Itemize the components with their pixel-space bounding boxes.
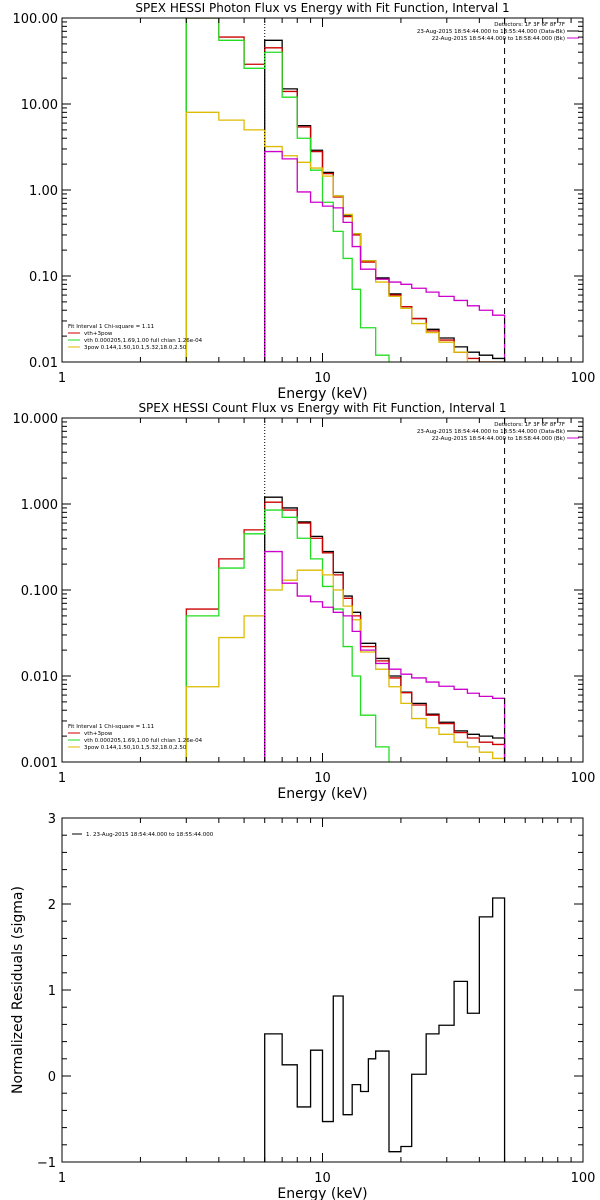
x-axis-label: Energy (keV)	[277, 386, 367, 402]
chart-panel-2: SPEX HESSI Count Flux vs Energy with Fit…	[13, 401, 596, 802]
x-tick-label: 1	[58, 1171, 66, 1186]
legend-entry: 1. 23-Aug-2015 18:54:44.000 to 18:55:44.…	[86, 832, 214, 838]
x-axis: 1 10 100 Energy (keV)	[58, 818, 596, 1200]
y-tick-label: 2	[48, 898, 56, 913]
series-red-histogram	[185, 501, 506, 762]
y-tick-label: 0.010	[21, 670, 58, 685]
series-yellow-histogram	[185, 569, 506, 762]
y-tick-label: 0.10	[29, 270, 58, 285]
chart-title: SPEX HESSI Count Flux vs Energy with Fit…	[138, 401, 506, 415]
legend-entry: vth 0.000205,1.69,1.00 full chian 1.26e-…	[84, 338, 203, 344]
series-yellow-histogram	[185, 111, 505, 362]
legend-entry: 23-Aug-2015 18:54:44.000 to 18:55:44.000…	[417, 429, 565, 435]
legend-entry: 3pow 0.144,1.50,10.1,5.32,18.0,2.50	[84, 745, 187, 751]
legend: 1. 23-Aug-2015 18:54:44.000 to 18:55:44.…	[72, 832, 214, 838]
y-tick-label: 0	[48, 1070, 56, 1085]
series-magenta-histogram	[264, 550, 506, 762]
series-group	[185, 496, 506, 762]
legend-entry: Fit Interval 1 Chi-square = 1.11	[68, 324, 154, 330]
y-axis-label: Normalized Residuals (sigma)	[10, 886, 26, 1094]
legend-entry: vth+3pow	[84, 731, 113, 737]
x-tick-label: 1	[58, 371, 66, 386]
x-tick-label: 100	[571, 771, 596, 786]
x-axis-label: Energy (keV)	[277, 1186, 367, 1200]
y-tick-label: 0.01	[29, 356, 58, 371]
legend-entry: 22-Aug-2015 18:54:44.000 to 18:58:44.000…	[432, 36, 565, 42]
x-tick-label: 10	[314, 771, 331, 786]
x-tick-label: 1	[58, 771, 66, 786]
chart-title: SPEX HESSI Photon Flux vs Energy with Fi…	[135, 1, 509, 15]
series-black-histogram	[264, 39, 506, 362]
legend-entry: 23-Aug-2015 18:54:44.000 to 18:55:44.000…	[417, 29, 565, 35]
legend-entry: Detectors: 1F 3F 6F 8F 7F	[494, 22, 565, 28]
chart-panel-1: SPEX HESSI Photon Flux vs Energy with Fi…	[13, 1, 596, 402]
y-tick-label: 1.00	[29, 184, 58, 199]
x-tick-label: 100	[571, 1171, 596, 1186]
series-group	[264, 897, 506, 1162]
series-magenta-histogram	[264, 150, 506, 362]
legend-entry: Fit Interval 1 Chi-square = 1.11	[68, 724, 154, 730]
y-tick-label: 0.100	[21, 584, 58, 599]
y-tick-label: 10.00	[21, 98, 58, 113]
legend-entry: vth+3pow	[84, 331, 113, 337]
x-axis: 1 10 100 Energy (keV)	[58, 418, 596, 802]
y-tick-label: 0.001	[21, 756, 58, 771]
legend-entry: Detectors: 1F 3F 6F 8F 7F	[494, 422, 565, 428]
legend-entry: 22-Aug-2015 18:54:44.000 to 18:58:44.000…	[432, 436, 565, 442]
y-tick-label: 100.00	[13, 12, 59, 27]
series-group	[185, 18, 506, 362]
x-tick-label: 100	[571, 371, 596, 386]
series-black-histogram	[264, 496, 506, 762]
series-black-histogram	[264, 897, 506, 1162]
y-axis: −1 0 1 2 3 Normalized Residuals (sigma)	[10, 812, 583, 1171]
x-axis: 1 10 100 Energy (keV)	[58, 18, 596, 402]
x-axis-label: Energy (keV)	[277, 786, 367, 802]
y-tick-label: 10.000	[13, 412, 59, 427]
y-tick-label: 3	[48, 812, 56, 827]
y-tick-label: 1.000	[21, 498, 58, 513]
y-axis: 0.01 0.10 1.00 10.00 100.00	[13, 12, 583, 371]
y-tick-label: −1	[37, 1156, 56, 1171]
legend-entry: vth 0.000205,1.69,1.00 full chian 1.26e-…	[84, 738, 203, 744]
series-red-histogram	[185, 18, 505, 362]
legend-entry: 3pow 0.144,1.50,10.1,5.32,18.0,2.50	[84, 345, 187, 351]
y-tick-label: 1	[48, 984, 56, 999]
chart-panel-3: 1 10 100 Energy (keV) −1 0 1 2 3 Normalized Resid…	[10, 812, 595, 1200]
series-green-histogram	[185, 18, 390, 362]
y-axis: 0.001 0.010 0.100 1.000 10.000	[13, 412, 583, 771]
x-tick-label: 10	[314, 371, 331, 386]
x-tick-label: 10	[314, 1171, 331, 1186]
series-green-histogram	[185, 509, 390, 762]
